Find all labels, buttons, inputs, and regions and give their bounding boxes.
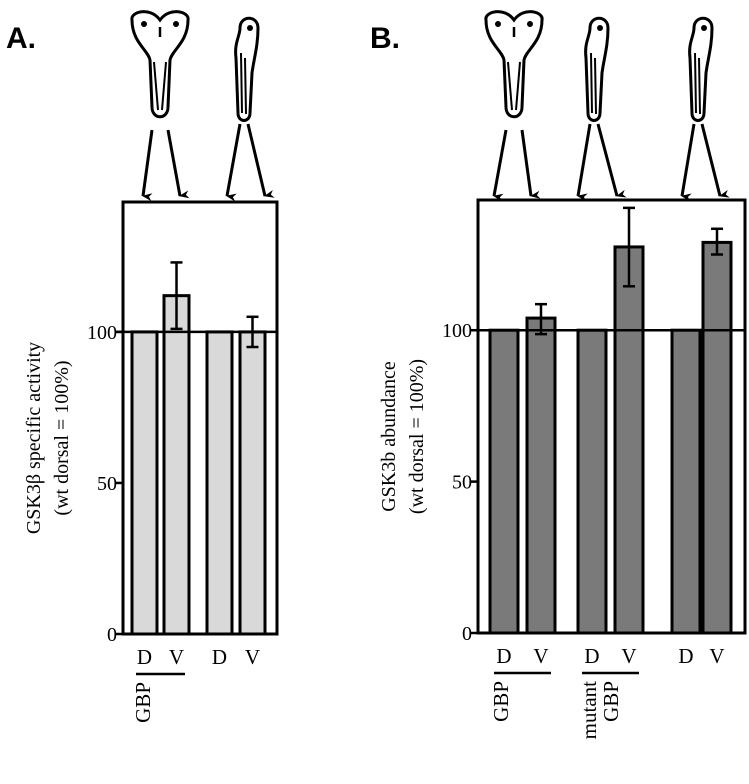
bar [162,294,191,636]
embryo-dorsal-view-icon [484,10,544,119]
arrow-icon [680,123,696,202]
bar [205,330,234,636]
plot-frame [476,198,747,635]
arrows [141,123,730,202]
group-label: GBP [599,681,623,722]
bar [670,328,702,635]
arrow-icon [141,129,154,202]
plot-frame [121,200,279,636]
x-tick-label: D [584,644,599,668]
bar [130,330,159,636]
x-tick-label: V [533,644,548,668]
y-tick-label: 0 [462,623,472,645]
arrow-icon [492,129,508,202]
y-axis-label-units: (wt dorsal = 100%) [51,360,73,515]
embryo-side-view-icon [584,16,610,122]
y-axis-label: GSK3b abundance [378,361,400,512]
x-tick-label: V [621,644,636,668]
x-tick-label: D [212,645,227,669]
arrow-icon [596,123,627,198]
embryo-side-view-icon [688,16,714,122]
embryo-side-view-icon [234,16,260,122]
arrow-icon [520,129,541,199]
group-label: mutant [577,681,601,739]
x-tick-label: D [496,644,511,668]
x-tick-label: V [709,644,724,668]
y-tick-label: 50 [452,472,472,494]
group-label: GBP [489,681,513,722]
x-tick-label: D [137,645,152,669]
arrow-icon [246,123,275,198]
x-tick-label: D [678,644,693,668]
y-tick-label: 0 [107,624,117,646]
y-tick-label: 100 [87,322,117,344]
group-label: GBP [131,682,155,723]
bar [613,245,645,635]
bar [238,330,267,636]
panel-label-b: B. [370,22,400,55]
y-axis-label: GSK3β specific activity [23,342,45,534]
x-tick-label: V [169,645,184,669]
x-tick-label: V [245,645,260,669]
y-tick-label: 100 [442,320,472,342]
embryo-dorsal-view-icon [130,10,190,119]
bar [576,328,608,635]
arrow-icon [166,129,190,199]
panel-label-a: A. [6,22,36,55]
arrow-icon [576,123,592,202]
arrow-icon [225,123,242,202]
y-tick-label: 50 [97,473,117,495]
y-axis-label-units: (wt dorsal = 100%) [406,359,428,514]
arrow-icon [700,123,730,198]
bar [701,240,733,635]
bar [488,328,520,635]
bar [525,316,557,635]
